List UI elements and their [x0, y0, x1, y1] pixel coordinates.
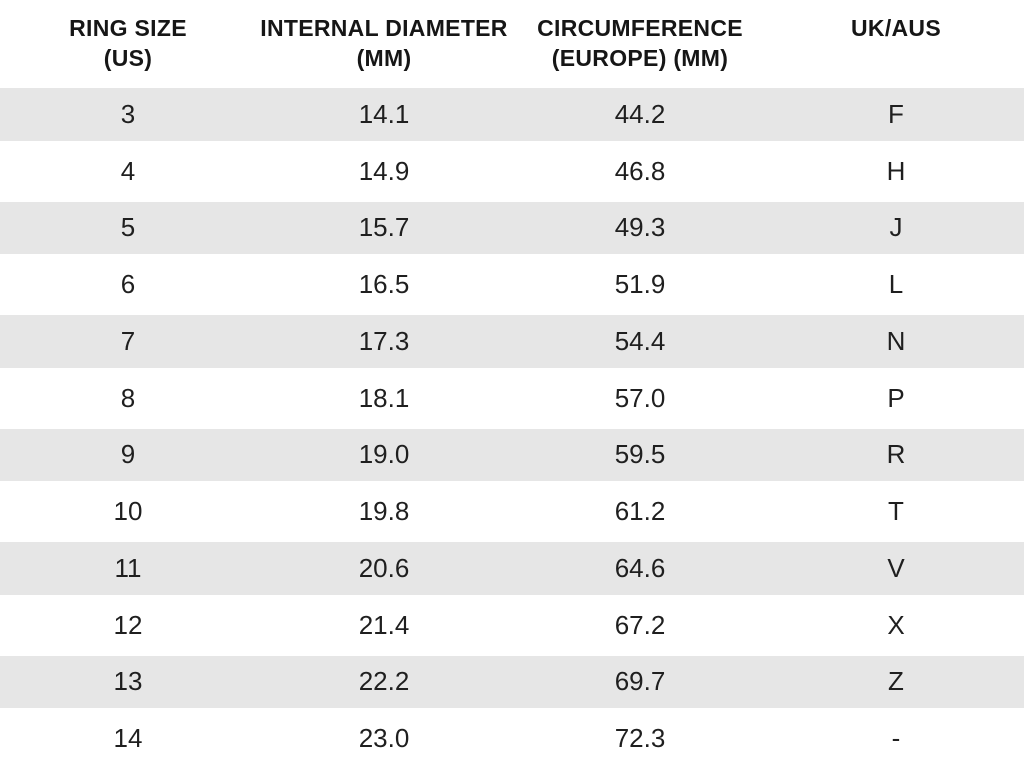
table-row: 11 20.6 64.6 V — [0, 540, 1024, 597]
cell-uk: T — [888, 496, 904, 527]
cell-circumference: 44.2 — [614, 98, 666, 129]
cell-us: 5 — [120, 212, 136, 243]
cell-us: 9 — [120, 439, 136, 470]
table-row: 8 18.1 57.0 P — [0, 369, 1024, 427]
cell-uk: H — [886, 155, 906, 186]
cell-us: 11 — [114, 552, 142, 583]
cell-diameter: 14.9 — [358, 155, 410, 186]
cell-uk: L — [888, 269, 904, 300]
header-internal-diameter: INTERNAL DIAMETER (MM) — [256, 13, 512, 73]
cell-diameter: 20.6 — [358, 552, 410, 583]
cell-circumference: 69.7 — [614, 666, 666, 697]
header-ring-size-us: RING SIZE (US) — [0, 13, 256, 73]
cell-diameter: 22.2 — [358, 666, 410, 697]
cell-circumference: 61.2 — [614, 496, 666, 527]
table-row: 3 14.1 44.2 F — [0, 86, 1024, 143]
table-row: 9 19.0 59.5 R — [0, 426, 1024, 484]
cell-uk: X — [887, 609, 905, 640]
header-uk-aus: UK/AUS — [768, 13, 1024, 43]
table-row: 4 14.9 46.8 H — [0, 142, 1024, 200]
cell-circumference: 59.5 — [614, 439, 666, 470]
cell-circumference: 49.3 — [614, 212, 666, 243]
cell-us: 3 — [120, 98, 136, 129]
header-circumference: CIRCUMFERENCE (EUROPE) (MM) — [512, 13, 768, 73]
header-line1: INTERNAL DIAMETER — [260, 15, 508, 41]
table-row: 13 22.2 69.7 Z — [0, 653, 1024, 711]
cell-circumference: 51.9 — [614, 269, 666, 300]
header-line2: (EUROPE) (MM) — [551, 45, 729, 71]
cell-diameter: 14.1 — [358, 98, 410, 129]
cell-us: 7 — [120, 325, 136, 356]
header-line1: RING SIZE — [69, 15, 187, 41]
cell-circumference: 72.3 — [614, 723, 666, 754]
table-row: 7 17.3 54.4 N — [0, 313, 1024, 370]
cell-circumference: 54.4 — [614, 325, 666, 356]
cell-diameter: 15.7 — [358, 212, 410, 243]
cell-diameter: 21.4 — [358, 609, 410, 640]
cell-circumference: 67.2 — [614, 609, 666, 640]
cell-diameter: 17.3 — [358, 325, 410, 356]
header-line2: (MM) — [356, 45, 412, 71]
cell-diameter: 23.0 — [358, 723, 410, 754]
cell-uk: P — [887, 382, 905, 413]
table-row: 6 16.5 51.9 L — [0, 256, 1024, 313]
header-line2: (US) — [103, 45, 153, 71]
cell-circumference: 46.8 — [614, 155, 666, 186]
header-line1: CIRCUMFERENCE — [537, 15, 743, 41]
table-row: 5 15.7 49.3 J — [0, 199, 1024, 257]
cell-us: 10 — [113, 496, 143, 527]
cell-uk: N — [886, 325, 906, 356]
cell-us: 14 — [113, 723, 143, 754]
cell-us: 6 — [120, 269, 136, 300]
cell-uk: J — [889, 212, 903, 243]
table-row: 10 19.8 61.2 T — [0, 483, 1024, 540]
cell-us: 13 — [113, 666, 143, 697]
cell-us: 8 — [120, 382, 136, 413]
cell-circumference: 64.6 — [614, 552, 666, 583]
cell-us: 4 — [120, 155, 136, 186]
cell-diameter: 19.8 — [358, 496, 410, 527]
cell-uk: V — [887, 552, 905, 583]
table-header-row: RING SIZE (US) INTERNAL DIAMETER (MM) CI… — [0, 0, 1024, 86]
cell-diameter: 19.0 — [358, 439, 410, 470]
cell-circumference: 57.0 — [614, 382, 666, 413]
cell-diameter: 16.5 — [358, 269, 410, 300]
cell-diameter: 18.1 — [358, 382, 410, 413]
cell-uk: Z — [888, 666, 904, 697]
cell-uk: F — [888, 98, 904, 129]
cell-uk: - — [891, 723, 901, 754]
table-body: 3 14.1 44.2 F 4 14.9 46.8 H 5 15.7 49.3 J 6 16.5 51.9 L… — [0, 86, 1024, 767]
cell-uk: R — [886, 439, 906, 470]
cell-us: 12 — [113, 609, 143, 640]
header-line1: UK/AUS — [851, 15, 941, 41]
table-row: 14 23.0 72.3 - — [0, 710, 1024, 767]
table-row: 12 21.4 67.2 X — [0, 596, 1024, 654]
